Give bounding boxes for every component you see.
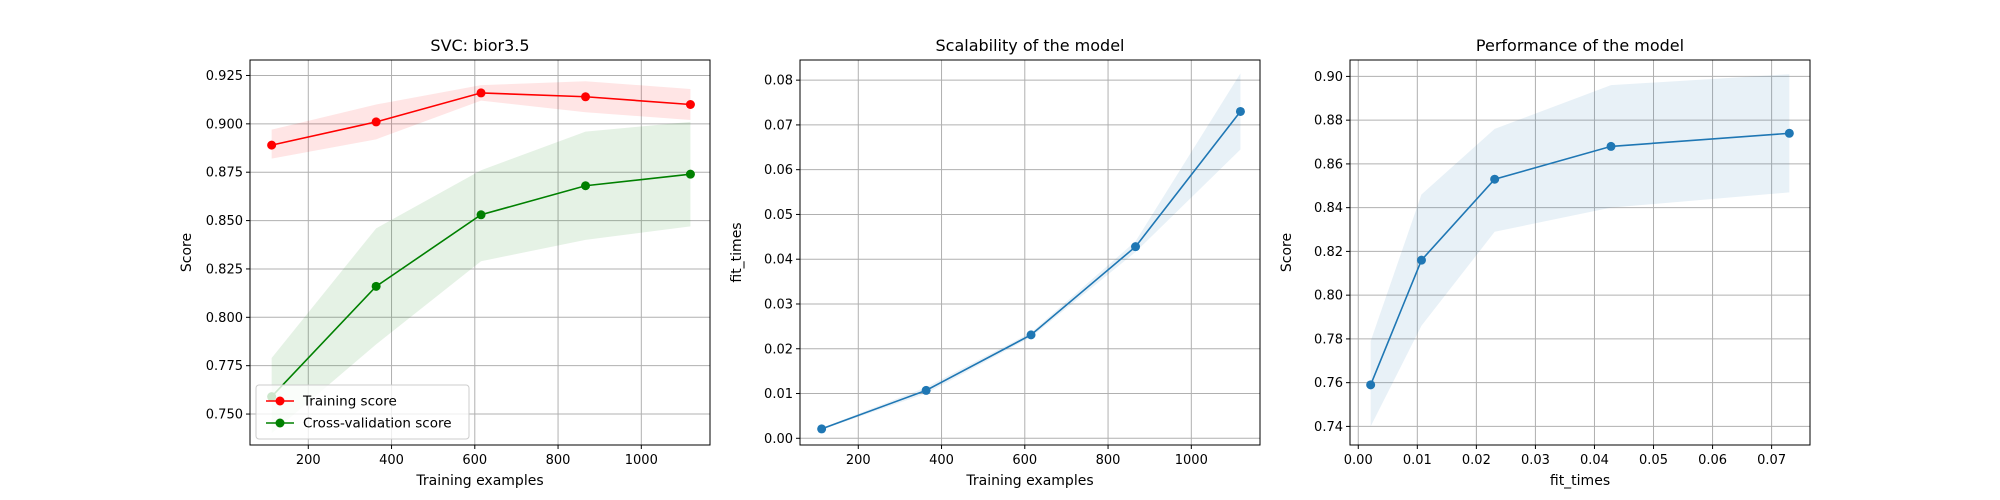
- y-tick-label: 0.800: [206, 311, 243, 326]
- y-tick-label: 0.90: [1314, 70, 1343, 85]
- y-tick-label: 0.80: [1314, 289, 1343, 304]
- data-point: [1490, 174, 1500, 184]
- data-point: [685, 99, 695, 109]
- chart-title: Scalability of the model: [936, 36, 1125, 55]
- data-point: [1026, 330, 1036, 340]
- y-tick-label: 0.850: [206, 214, 243, 229]
- data-point: [581, 92, 591, 102]
- y-tick-label: 0.01: [764, 387, 793, 402]
- confidence-band: [821, 73, 1241, 430]
- legend-entry: Training score: [302, 394, 397, 410]
- x-tick-label: 200: [296, 453, 321, 468]
- data-point: [1416, 255, 1426, 265]
- data-point: [1131, 242, 1141, 252]
- chart-title: SVC: bior3.5: [430, 36, 529, 55]
- y-tick-label: 0.825: [206, 262, 243, 277]
- x-tick-label: 200: [846, 453, 871, 468]
- legend-marker: [275, 418, 285, 428]
- x-tick-label: 0.06: [1698, 453, 1727, 468]
- y-tick-label: 0.775: [206, 359, 243, 374]
- y-tick-label: 0.08: [764, 74, 793, 89]
- y-tick-label: 0.03: [764, 297, 793, 312]
- y-tick-label: 0.02: [764, 342, 793, 357]
- y-tick-label: 0.05: [764, 208, 793, 223]
- y-tick-label: 0.86: [1314, 157, 1343, 172]
- x-tick-label: 400: [379, 453, 404, 468]
- chart-panel-2: 200 400 600 800 1000 0.00 0.01 0.02 0.03 0.04 0.05…: [729, 36, 1261, 489]
- series-line: [821, 110, 1242, 430]
- y-tick-label: 0.78: [1314, 332, 1343, 347]
- x-tick-label: 800: [546, 453, 571, 468]
- y-axis-label: Score: [179, 233, 195, 272]
- data-point: [371, 117, 381, 127]
- x-tick-label: 0.00: [1344, 453, 1373, 468]
- plot-area: [271, 81, 691, 434]
- y-tick-label: 0.76: [1314, 376, 1343, 391]
- x-axis-label: Training examples: [415, 473, 543, 489]
- x-tick-label: 0.04: [1580, 453, 1609, 468]
- x-tick-label: 600: [1012, 453, 1037, 468]
- plot-area: [821, 73, 1242, 430]
- x-tick-label: 0.03: [1521, 453, 1550, 468]
- y-tick-label: 0.04: [764, 253, 793, 268]
- data-point: [476, 210, 486, 220]
- y-tick-label: 0.88: [1314, 114, 1343, 129]
- data-point: [1366, 380, 1376, 390]
- y-tick-label: 0.06: [764, 163, 793, 178]
- y-tick-label: 0.84: [1314, 201, 1343, 216]
- x-tick-label: 600: [462, 453, 487, 468]
- data-point: [685, 169, 695, 179]
- y-tick-label: 0.82: [1314, 245, 1343, 260]
- legend: Training score Cross-validation score: [255, 384, 470, 440]
- data-point: [581, 181, 591, 191]
- y-tick-label: 0.875: [206, 166, 243, 181]
- legend-box: [255, 384, 470, 440]
- x-tick-label: 1000: [625, 453, 658, 468]
- data-point: [1235, 106, 1245, 116]
- x-axis-label: Training examples: [965, 473, 1093, 489]
- y-tick-label: 0.925: [206, 69, 243, 84]
- axes-frame: [799, 59, 1261, 446]
- y-tick-label: 0.74: [1314, 420, 1343, 435]
- y-tick-label: 0.900: [206, 117, 243, 132]
- y-axis-label: Score: [1279, 233, 1295, 272]
- confidence-band: [271, 121, 691, 434]
- data-point: [476, 88, 486, 98]
- data-point: [1784, 128, 1794, 138]
- data-point: [267, 140, 277, 150]
- chart-panel-1: 200 400 600 800 1000 0.750 0.775 0.800 0.825 0.85…: [179, 36, 711, 489]
- x-tick-label: 1000: [1175, 453, 1208, 468]
- x-tick-label: 0.05: [1639, 453, 1668, 468]
- data-point: [1606, 141, 1616, 151]
- legend-marker: [275, 396, 285, 406]
- chart-panel-3: 0.00 0.01 0.02 0.03 0.04 0.05 0.06 0.07 0.74 0.76…: [1279, 36, 1811, 489]
- x-tick-label: 800: [1096, 453, 1121, 468]
- axes-frame: [249, 59, 711, 446]
- y-tick-label: 0.750: [206, 408, 243, 423]
- x-tick-label: 0.01: [1403, 453, 1432, 468]
- confidence-band: [1370, 74, 1790, 427]
- chart-title: Performance of the model: [1476, 36, 1684, 55]
- plot-area: [1369, 74, 1790, 427]
- legend-entry: Cross-validation score: [303, 416, 452, 432]
- x-tick-label: 400: [929, 453, 954, 468]
- data-point: [817, 424, 827, 434]
- y-tick-label: 0.07: [764, 118, 793, 133]
- x-axis-label: fit_times: [1550, 473, 1610, 489]
- x-tick-label: 0.07: [1757, 453, 1786, 468]
- data-point: [921, 385, 931, 395]
- y-axis-label: fit_times: [729, 222, 745, 282]
- x-tick-label: 0.02: [1462, 453, 1491, 468]
- axes-frame: [1349, 59, 1811, 446]
- data-point: [371, 281, 381, 291]
- y-tick-label: 0.00: [764, 432, 793, 447]
